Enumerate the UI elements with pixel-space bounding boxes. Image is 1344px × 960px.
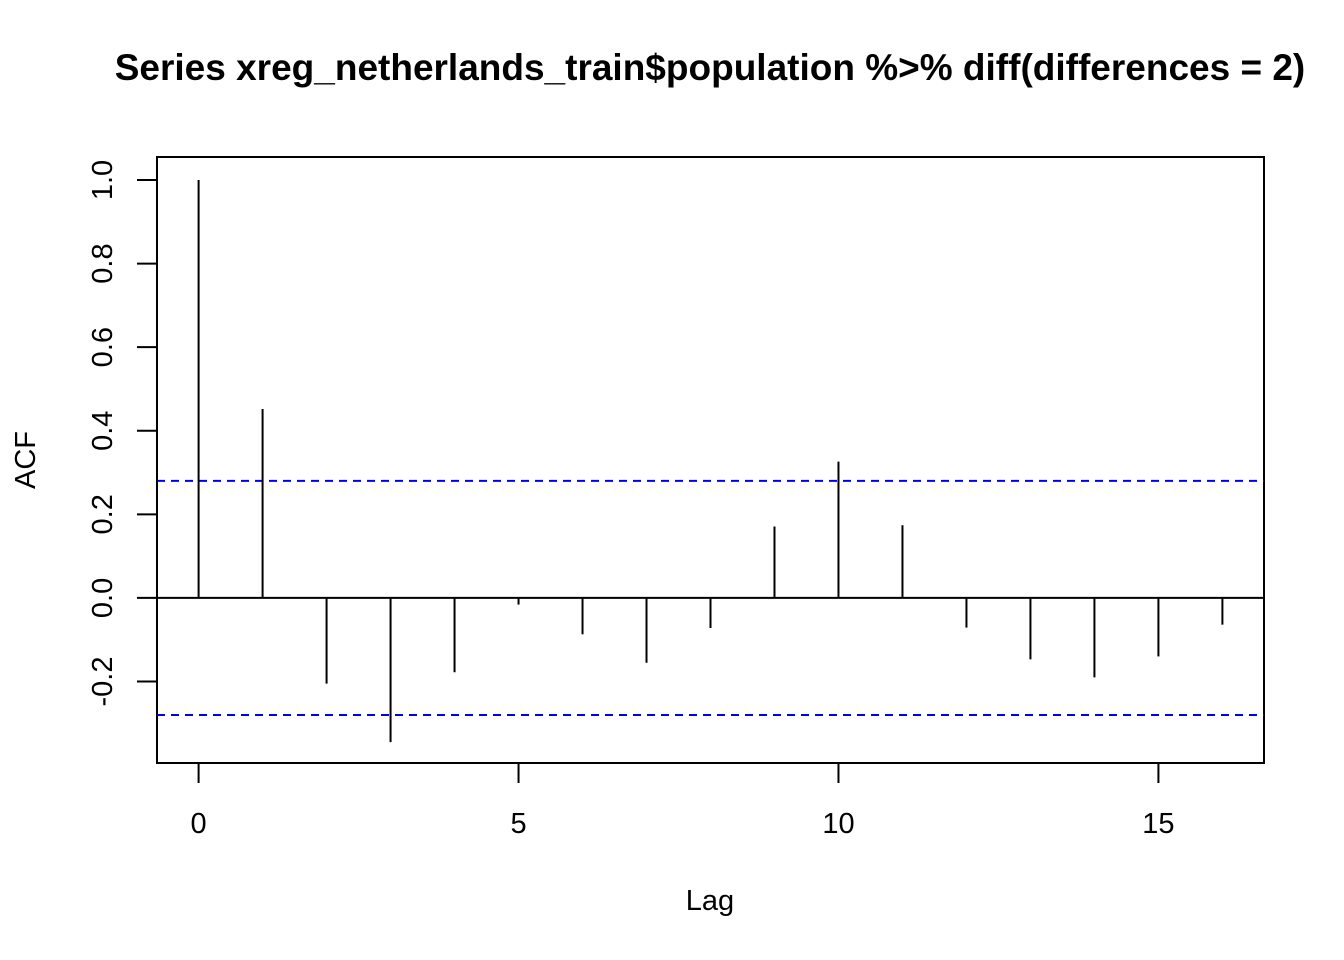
- x-tick-label-10: 10: [822, 808, 854, 840]
- x-tick-label-15: 15: [1142, 808, 1174, 840]
- x-tick-label-5: 5: [510, 808, 526, 840]
- acf-spikes: [197, 179, 1224, 743]
- y-tick-label-0.0: 0.0: [87, 578, 119, 618]
- y-tick-label-0.6: 0.6: [87, 327, 119, 367]
- y-axis-label: ACF: [10, 431, 42, 489]
- y-tick-label-0.4: 0.4: [87, 411, 119, 451]
- x-tick-label-0: 0: [191, 808, 207, 840]
- plot-frame: [156, 156, 1265, 764]
- x-axis: 0 5 10 15: [191, 762, 1175, 840]
- confidence-bounds: [157, 479, 1264, 716]
- chart-title: Series xreg_netherlands_train$population…: [115, 47, 1306, 88]
- y-axis: -0.2 0.0 0.2 0.4 0.6 0.8 1.0: [87, 160, 158, 707]
- y-tick-label-0.8: 0.8: [87, 243, 119, 283]
- y-tick-label-1.0: 1.0: [87, 160, 119, 200]
- y-tick-label--0.2: -0.2: [87, 657, 119, 707]
- y-tick-label-0.2: 0.2: [87, 494, 119, 534]
- x-axis-label: Lag: [686, 885, 734, 917]
